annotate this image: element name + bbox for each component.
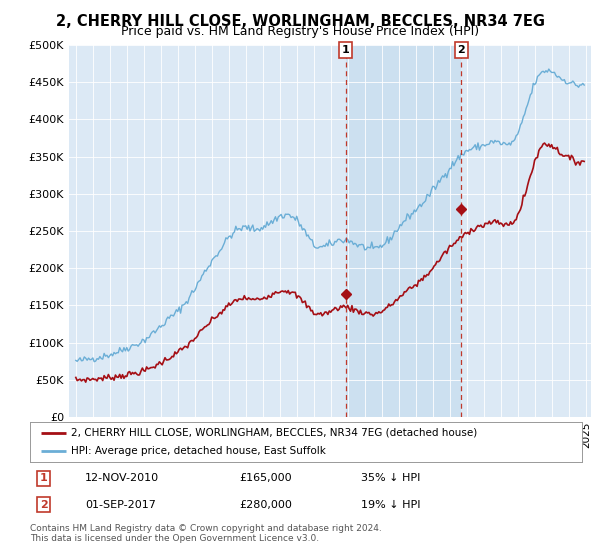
Text: 2, CHERRY HILL CLOSE, WORLINGHAM, BECCLES, NR34 7EG (detached house): 2, CHERRY HILL CLOSE, WORLINGHAM, BECCLE… xyxy=(71,428,478,437)
Text: 01-SEP-2017: 01-SEP-2017 xyxy=(85,500,156,510)
Text: 12-NOV-2010: 12-NOV-2010 xyxy=(85,473,160,483)
Text: Contains HM Land Registry data © Crown copyright and database right 2024.
This d: Contains HM Land Registry data © Crown c… xyxy=(30,524,382,543)
Text: Price paid vs. HM Land Registry's House Price Index (HPI): Price paid vs. HM Land Registry's House … xyxy=(121,25,479,38)
Text: £165,000: £165,000 xyxy=(240,473,292,483)
Text: £280,000: £280,000 xyxy=(240,500,293,510)
Text: 1: 1 xyxy=(342,45,350,55)
Text: 2: 2 xyxy=(457,45,465,55)
Text: HPI: Average price, detached house, East Suffolk: HPI: Average price, detached house, East… xyxy=(71,446,326,456)
Text: 19% ↓ HPI: 19% ↓ HPI xyxy=(361,500,421,510)
Text: 35% ↓ HPI: 35% ↓ HPI xyxy=(361,473,421,483)
Text: 2: 2 xyxy=(40,500,47,510)
Text: 1: 1 xyxy=(40,473,47,483)
Text: 2, CHERRY HILL CLOSE, WORLINGHAM, BECCLES, NR34 7EG: 2, CHERRY HILL CLOSE, WORLINGHAM, BECCLE… xyxy=(56,14,545,29)
Bar xyxy=(346,45,461,417)
